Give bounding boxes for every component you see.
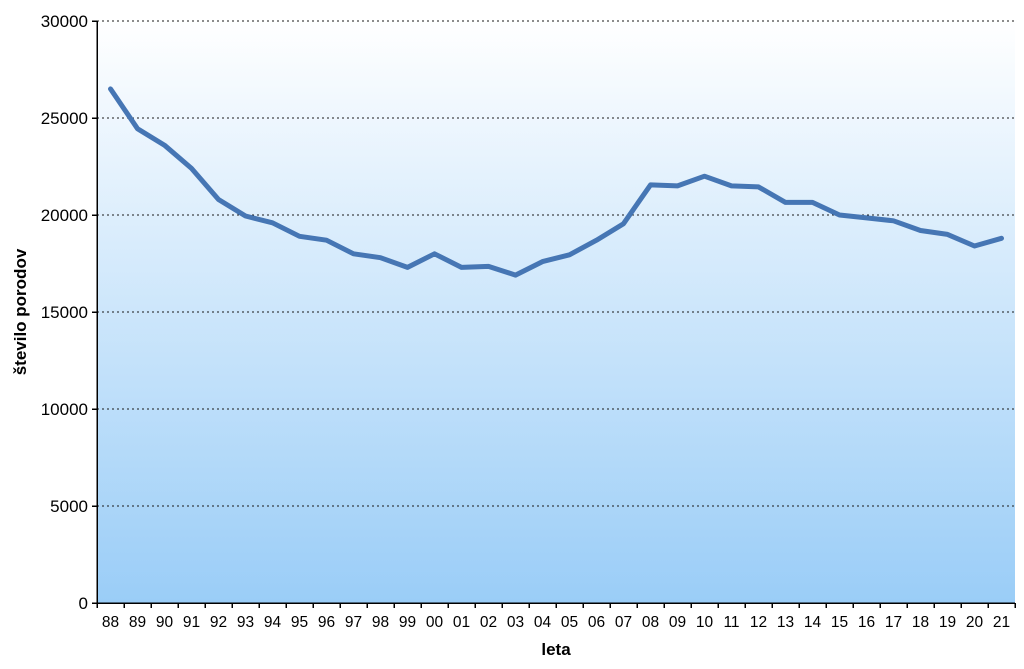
x-tick-label: 09 [669, 614, 686, 631]
x-tick-label: 01 [453, 614, 470, 631]
x-tick-label: 99 [399, 614, 416, 631]
x-tick-label: 17 [885, 614, 902, 631]
x-tick-label: 94 [264, 614, 282, 631]
x-tick-label: 10 [696, 614, 714, 631]
x-tick-label: 15 [831, 614, 848, 631]
x-tick-label: 90 [156, 614, 174, 631]
x-axis-title: leta [541, 640, 571, 659]
y-axis-title: število porodov [11, 248, 30, 376]
x-tick-label: 92 [210, 614, 227, 631]
x-tick-label: 06 [588, 614, 605, 631]
y-tick-label: 15000 [41, 303, 88, 322]
x-tick-label: 04 [534, 614, 552, 631]
x-tick-label: 98 [372, 614, 389, 631]
x-tick-label: 21 [993, 614, 1010, 631]
x-tick-label: 03 [507, 614, 524, 631]
x-tick-label: 14 [804, 614, 822, 631]
x-tick-label: 13 [777, 614, 794, 631]
x-tick-label: 16 [858, 614, 875, 631]
y-tick-label: 30000 [41, 12, 88, 31]
x-tick-label: 08 [642, 614, 659, 631]
x-tick-label: 07 [615, 614, 632, 631]
x-tick-label: 11 [723, 614, 739, 631]
x-tick-label: 96 [318, 614, 335, 631]
x-tick-label: 88 [102, 614, 119, 631]
x-tick-label: 93 [237, 614, 254, 631]
y-tick-label: 20000 [41, 206, 88, 225]
x-tick-label: 91 [183, 614, 200, 631]
y-tick-label: 25000 [41, 109, 88, 128]
births-data-line [108, 86, 1004, 278]
y-tick-label: 10000 [41, 400, 88, 419]
y-tick-label: 5000 [50, 497, 88, 516]
y-tick-label: 0 [79, 594, 88, 613]
x-tick-label: 20 [966, 614, 984, 631]
x-tick-label: 89 [129, 614, 146, 631]
x-tick-label: 02 [480, 614, 497, 631]
x-tick-label: 12 [750, 614, 767, 631]
x-tick-label: 00 [426, 614, 444, 631]
x-tick-label: 97 [345, 614, 362, 631]
x-tick-label: 95 [291, 614, 308, 631]
x-tick-label: 05 [561, 614, 578, 631]
x-tick-label: 19 [939, 614, 956, 631]
x-tick-label: 18 [912, 614, 929, 631]
